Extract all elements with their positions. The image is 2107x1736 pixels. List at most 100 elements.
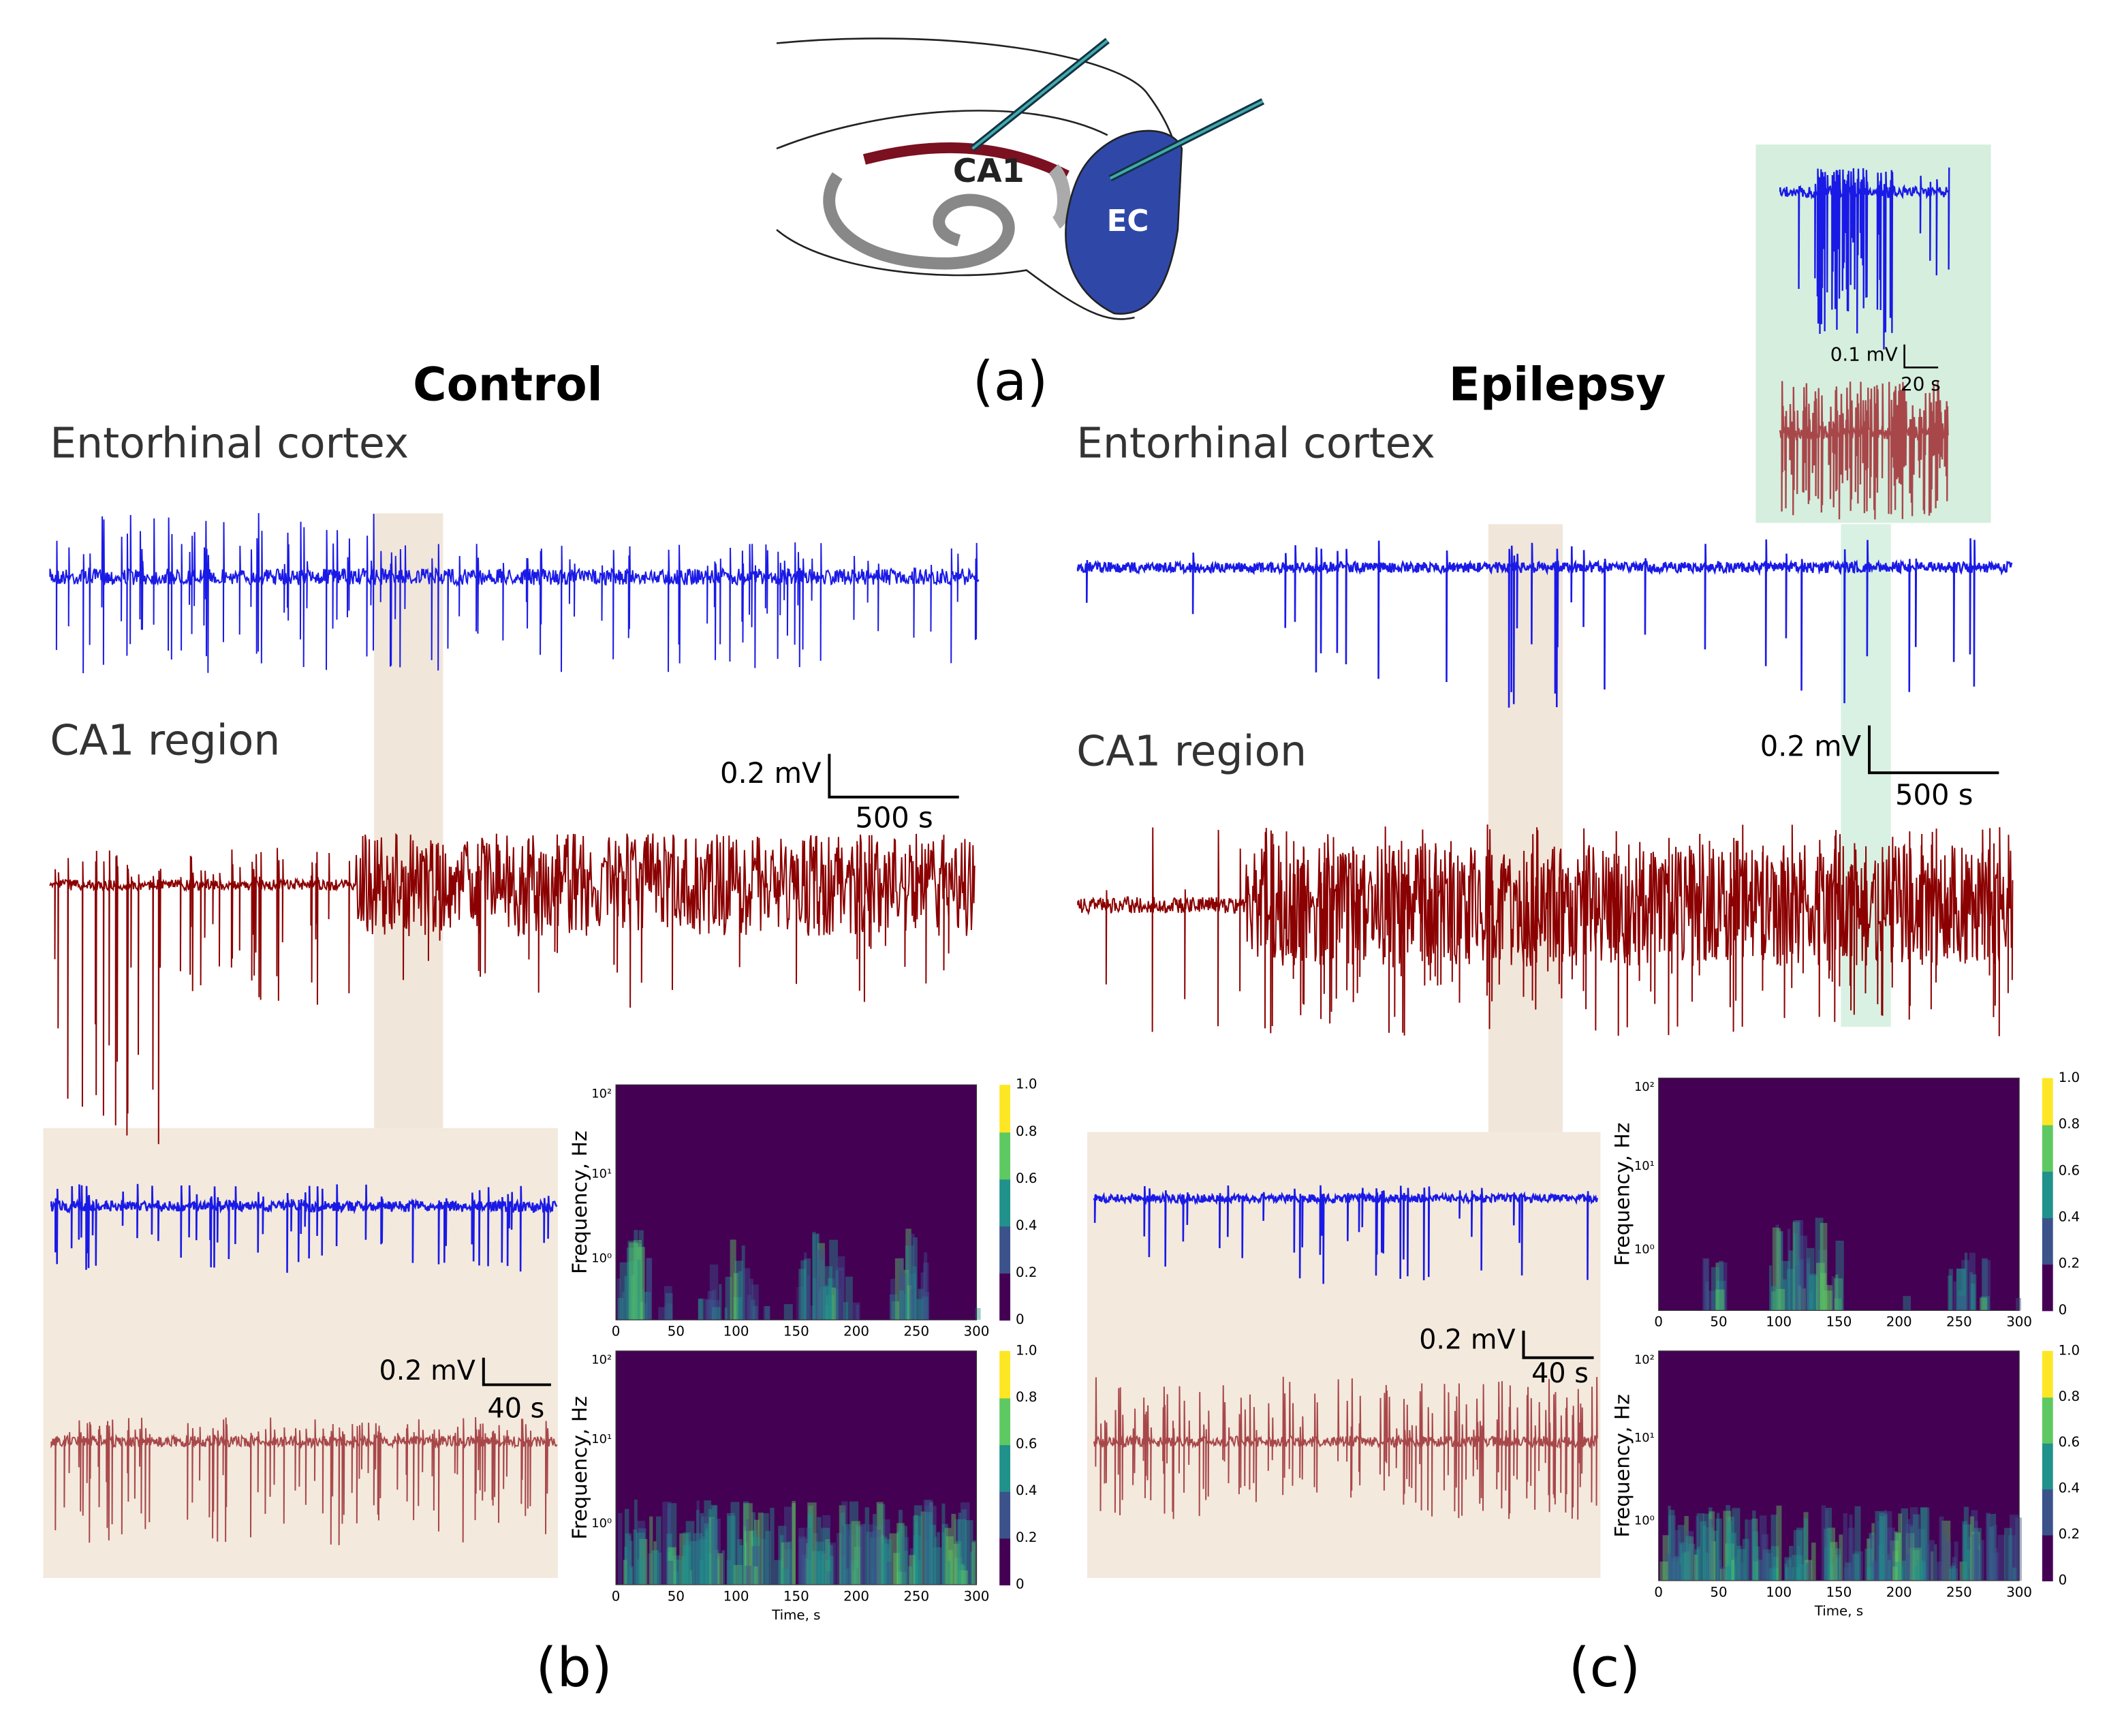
spectrogram-cell — [825, 1538, 830, 1585]
spectrogram-cell — [719, 1284, 722, 1320]
spectrogram-cell — [1876, 1521, 1884, 1581]
spectrogram-cell — [1825, 1508, 1832, 1581]
spectrogram-cell — [787, 1541, 792, 1585]
spectrogram-cell — [753, 1566, 758, 1585]
spectrogram-cell — [1824, 1547, 1833, 1581]
spectrogram-cell — [1950, 1566, 1956, 1581]
region-label: CA1 region — [50, 717, 280, 765]
spectrogram-cell — [792, 1503, 796, 1585]
spectrogram-cell — [1732, 1299, 1735, 1311]
spectrogram-cell — [1728, 1568, 1732, 1581]
colorbar-tick-label: 0.6 — [2059, 1162, 2080, 1178]
spectrogram-cell — [2012, 1567, 2017, 1581]
x-tick-label: 0 — [1654, 1584, 1663, 1600]
spectrogram-cell — [1809, 1275, 1818, 1311]
eeg-trace — [1779, 167, 1950, 350]
y-axis-label: Frequency, Hz — [1611, 1394, 1635, 1537]
spectrogram-cell — [819, 1286, 827, 1320]
spectrogram-cell — [1817, 1250, 1827, 1311]
spectrogram-cell — [1785, 1560, 1792, 1581]
y-tick-label: 10¹ — [1634, 1159, 1655, 1173]
spectrogram-cell — [909, 1233, 915, 1320]
spectrogram-cell — [1706, 1290, 1716, 1311]
spectrogram-cell — [1968, 1567, 1973, 1581]
scale-bar — [482, 1357, 551, 1386]
spectrogram-cell — [1795, 1220, 1804, 1311]
spectrogram-cell — [657, 1552, 662, 1585]
spectrogram-cell — [899, 1258, 904, 1320]
spectrogram-cell — [745, 1543, 748, 1585]
spectrogram-cell — [628, 1536, 631, 1585]
spectrogram-cell — [853, 1571, 856, 1585]
spectrogram-cell — [701, 1536, 705, 1585]
spectrogram-cell — [1770, 1286, 1779, 1311]
colorbar-segment — [2042, 1442, 2053, 1490]
spectrogram-cell — [1905, 1553, 1910, 1581]
spectrogram-cell — [817, 1290, 821, 1320]
spectrogram-cell — [1879, 1513, 1887, 1581]
spectrogram-cell — [909, 1555, 916, 1585]
spectrogram-cell — [711, 1519, 718, 1585]
spectrogram-cell — [1659, 1561, 1668, 1581]
spectrogram-cell — [664, 1286, 672, 1320]
spectrogram-cell — [916, 1299, 924, 1320]
eeg-trace — [50, 1183, 558, 1273]
spectrogram-cell — [751, 1546, 760, 1585]
spectrogram-cell — [1789, 1546, 1794, 1581]
spectrogram-cell — [662, 1502, 672, 1585]
spectrogram-cell — [848, 1535, 855, 1585]
spectrogram-cell — [896, 1572, 907, 1585]
spectrogram-cell — [658, 1307, 667, 1320]
spectrogram-cell — [873, 1530, 881, 1585]
spectrogram-cell — [633, 1239, 642, 1320]
spectrogram-cell — [704, 1281, 708, 1320]
spectrogram-bg — [1658, 1078, 2020, 1311]
spectrogram-cell — [1798, 1555, 1805, 1581]
spectrogram-cell — [1826, 1528, 1836, 1581]
y-axis-label: Frequency, Hz — [1611, 1123, 1635, 1266]
spectrogram-cell — [1727, 1564, 1736, 1581]
spectrogram-cell — [782, 1568, 790, 1585]
spectrogram-cell — [798, 1536, 807, 1585]
spectrogram-cell — [1684, 1551, 1690, 1581]
spectrogram-cell — [739, 1545, 745, 1585]
spectrogram-cell — [1910, 1568, 1916, 1581]
spectrogram-cell — [1803, 1518, 1809, 1581]
region-label: Entorhinal cortex — [50, 419, 409, 467]
spectrogram-cell — [924, 1500, 933, 1585]
spectrogram-cell — [845, 1568, 851, 1585]
spectrogram-cell — [1670, 1562, 1679, 1581]
spectrogram-cell — [861, 1523, 866, 1585]
spectrogram-cell — [1685, 1536, 1691, 1581]
spectrogram-cell — [1985, 1513, 1991, 1581]
y-axis-label: Frequency, Hz — [568, 1396, 592, 1539]
spectrogram-cell — [1716, 1559, 1722, 1581]
colorbar-tick-label: 0.4 — [2059, 1481, 2080, 1496]
spectrogram-cell — [1835, 1554, 1841, 1581]
panel-label: (a) — [973, 350, 1048, 413]
spectrogram-cell — [878, 1536, 884, 1585]
spectrogram-cell — [1982, 1260, 1991, 1311]
spectrogram-cell — [1673, 1557, 1683, 1581]
spectrogram-cell — [1892, 1296, 1897, 1311]
spectrogram-cell — [1800, 1288, 1807, 1311]
electrode — [971, 39, 1109, 150]
spectrogram-cell — [893, 1553, 901, 1585]
x-tick-label: 200 — [1886, 1584, 1912, 1600]
spectrogram-cell — [948, 1550, 953, 1585]
spectrogram-cell — [668, 1547, 676, 1585]
colorbar-tick-label: 0.8 — [1016, 1389, 1037, 1405]
spectrogram-cell — [1803, 1560, 1813, 1581]
spectrogram-cell — [1941, 1521, 1951, 1581]
colorbar-segment — [2042, 1078, 2053, 1126]
spectrogram-cell — [821, 1528, 830, 1585]
spectrogram-cell — [1728, 1532, 1737, 1581]
spectrogram-cell — [667, 1551, 671, 1585]
spectrogram-cell — [828, 1278, 835, 1320]
spectrogram-cell — [618, 1298, 624, 1320]
spectrogram-cell — [1716, 1280, 1726, 1311]
spectrogram-cell — [1854, 1506, 1861, 1581]
spectrogram-cell — [1967, 1536, 1974, 1581]
outline — [776, 110, 1108, 150]
spectrogram-cell — [696, 1510, 700, 1585]
